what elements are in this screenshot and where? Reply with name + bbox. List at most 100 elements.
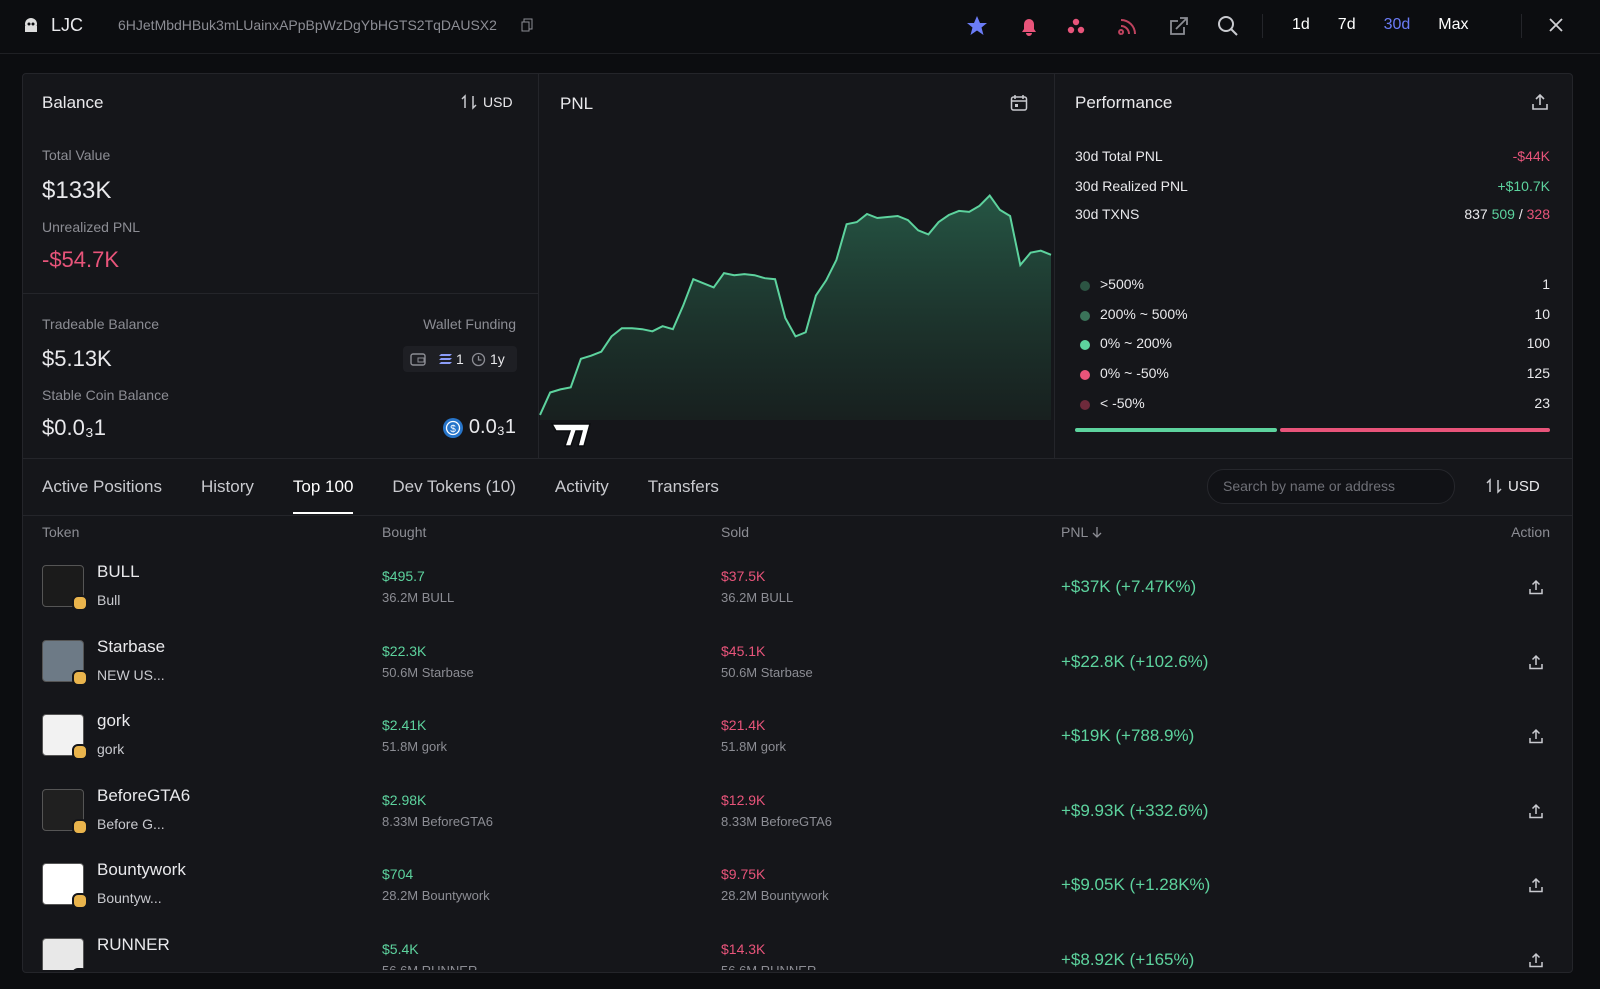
share-button[interactable]: [1528, 952, 1544, 968]
divider: [1262, 14, 1263, 38]
tab[interactable]: Dev Tokens (10): [392, 477, 516, 496]
share-glyph: [1529, 803, 1543, 818]
token-badge: [72, 595, 88, 611]
search-box[interactable]: [1207, 469, 1455, 504]
token-name: Starbase: [97, 636, 166, 656]
close-button[interactable]: [1549, 18, 1563, 32]
label: Tradeable Balance: [42, 316, 160, 332]
divider: [1521, 14, 1522, 38]
table-row[interactable]: Bountywork Bountyw... $704 28.2M Bountywork…: [22, 849, 1571, 923]
sort-icon[interactable]: [1486, 478, 1502, 494]
token-badge: [72, 893, 88, 909]
table-body: BULL Bull $495.7 36.2M BULL $37.5K 36.2M BULL…: [0, 551, 1571, 970]
txns-total: 837: [1464, 206, 1488, 222]
pnl-chart: [539, 194, 1052, 447]
label: Wallet Funding: [423, 316, 516, 332]
clock-icon: [471, 352, 486, 367]
table-row[interactable]: gork gork $2.41K 51.8M gork $21.4K 51.8M gork…: [22, 700, 1571, 774]
logo-text: LJC: [51, 15, 84, 35]
share-button[interactable]: [1528, 654, 1544, 670]
search-icon[interactable]: [1217, 15, 1239, 37]
timeframe-button[interactable]: 7d: [1337, 16, 1356, 33]
bucket-count: 10: [1534, 305, 1550, 322]
column-header: Sold: [721, 524, 750, 540]
token-name: BeforeGTA6: [97, 785, 191, 805]
wallet-panel: [22, 73, 1573, 973]
wallet-icon: [410, 353, 426, 366]
copy-icon[interactable]: [521, 18, 533, 32]
token-badge: [72, 669, 88, 686]
divider: [538, 74, 539, 458]
table-row[interactable]: RUNNER $5.4K 56.6M RUNNER $14.3K 56.6M RUNNE…: [22, 924, 1571, 971]
sold-amount: 56.6M RUNNER: [721, 962, 817, 971]
share-glyph: [1529, 952, 1543, 967]
bucket-label: >500%: [1100, 276, 1144, 292]
performance-title: Performance: [1075, 93, 1173, 112]
share-button[interactable]: [1528, 877, 1544, 893]
pnl-value: +$37K (+7.47K%): [1061, 577, 1197, 596]
table-row[interactable]: BeforeGTA6 Before G... $2.98K 8.33M BeforeG…: [22, 775, 1571, 849]
tab-bar: Active Positions History Top 100 Dev Tokens…: [42, 477, 758, 514]
label: Stable Coin Balance: [42, 387, 169, 403]
token-subtitle: NEW US...: [97, 666, 165, 683]
tab[interactable]: Transfers: [647, 477, 719, 496]
divider: [23, 458, 1572, 459]
timeframe-button[interactable]: 30d: [1383, 16, 1411, 33]
token-icon: [42, 937, 84, 970]
tab[interactable]: Top 100: [292, 477, 354, 514]
stat-label: 30d Total PNL: [1075, 148, 1163, 164]
bar-group: [1075, 428, 1278, 432]
unrealized-pnl: -$54.7K: [42, 247, 120, 272]
stat-label: 30d TXNS: [1075, 206, 1140, 222]
bar-segment: [1508, 428, 1550, 432]
pnl-title: PNL: [560, 94, 594, 113]
column-header[interactable]: PNL: [1061, 524, 1089, 540]
timeframe-button[interactable]: Max: [1438, 16, 1469, 33]
token-name: BULL: [97, 562, 140, 581]
bucket-dot: [1080, 310, 1090, 321]
table-currency[interactable]: USD: [1508, 478, 1540, 495]
share-button[interactable]: [1528, 579, 1544, 595]
table-row[interactable]: BULL Bull $495.7 36.2M BULL $37.5K 36.2M BULL…: [22, 551, 1571, 625]
share-button[interactable]: [1528, 728, 1544, 744]
svg-text:$: $: [450, 424, 456, 435]
logo-icon: [25, 18, 37, 32]
share-icon[interactable]: [1531, 93, 1549, 111]
share-button[interactable]: [1528, 803, 1544, 819]
total-value: $133K: [42, 177, 112, 204]
sold-value: $12.9K: [721, 791, 766, 808]
bucket-label: < -50%: [1100, 394, 1145, 411]
tradeable-balance: $5.13K: [42, 346, 112, 371]
divider: [23, 293, 538, 294]
token-name: Bountywork: [97, 860, 186, 879]
pnl-area: [540, 195, 1051, 420]
pnl-value: +$22.8K (+102.6%): [1061, 651, 1209, 671]
sold-value: $45.1K: [721, 642, 766, 659]
bought-amount: 28.2M Bountywork: [382, 888, 490, 903]
sort-icon[interactable]: [461, 94, 477, 110]
token-subtitle: gork: [97, 741, 125, 757]
wallet-address[interactable]: 6HJetMbdHBuk3mLUainxAPpBpWzDgYbHGTS2TqDA…: [118, 17, 497, 33]
sold-amount: 8.33M BeforeGTA6: [721, 813, 833, 829]
bar-segment: [1280, 428, 1509, 432]
sort-arrow: [1092, 527, 1102, 538]
token-badge: [72, 967, 88, 970]
table-row[interactable]: Starbase NEW US... $22.3K 50.6M Starbase $45…: [22, 626, 1571, 700]
bought-value: $2.98K: [382, 791, 427, 808]
timeframe-button[interactable]: 1d: [1292, 16, 1310, 33]
txns-buys: 509: [1491, 206, 1515, 222]
header-icons[interactable]: [966, 15, 1196, 37]
bucket-count: 125: [1526, 365, 1550, 382]
sold-amount: 50.6M Starbase: [721, 664, 813, 680]
search-placeholder[interactable]: Search by name or address: [1223, 478, 1395, 494]
tab[interactable]: Activity: [554, 477, 609, 496]
tab[interactable]: Active Positions: [42, 477, 162, 496]
tab[interactable]: History: [201, 477, 254, 496]
divider: [1054, 74, 1055, 458]
sold-amount: 51.8M gork: [721, 739, 787, 754]
calendar-icon[interactable]: [1010, 94, 1028, 112]
top-bar: [0, 0, 1600, 54]
balance-currency[interactable]: USD: [483, 94, 513, 110]
token-name: gork: [97, 711, 131, 730]
sol-icon: [439, 354, 452, 364]
